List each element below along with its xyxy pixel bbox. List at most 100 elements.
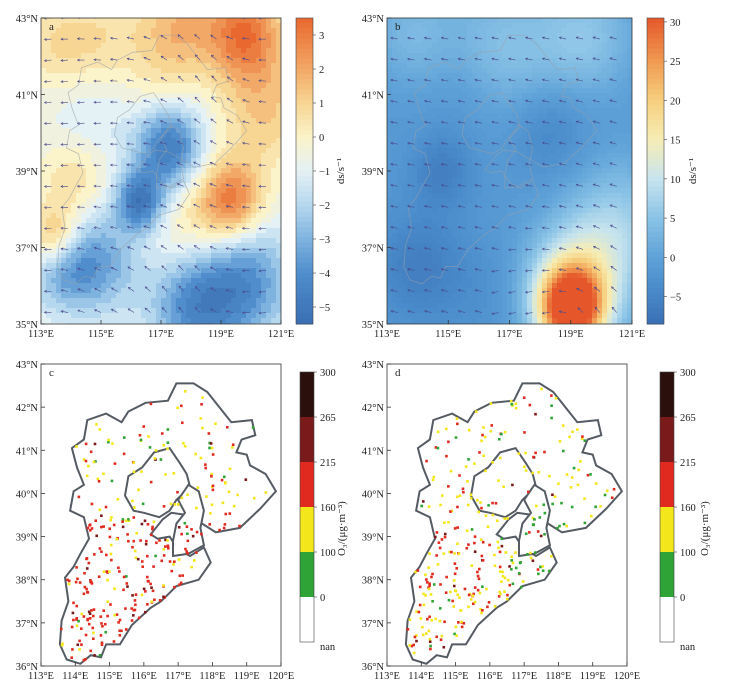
field-cell (201, 223, 207, 229)
field-cell (487, 173, 493, 179)
field-cell (422, 243, 428, 249)
field-cell (447, 83, 453, 89)
field-cell (271, 108, 277, 114)
field-cell (101, 73, 107, 79)
field-cell (276, 283, 281, 289)
field-cell (121, 223, 127, 229)
wind-arrow (127, 308, 135, 313)
field-cell (482, 153, 488, 159)
field-cell (427, 323, 433, 324)
field-cell (482, 93, 488, 99)
field-cell (126, 18, 132, 24)
field-cell (422, 38, 428, 44)
field-cell (76, 33, 82, 39)
field-cell (91, 148, 97, 154)
field-cell (111, 18, 117, 24)
field-cell (447, 48, 453, 54)
field-cell (226, 308, 232, 314)
wind-arrow (193, 183, 201, 187)
field-cell (131, 78, 137, 84)
field-cell (492, 68, 498, 74)
field-cell (241, 308, 247, 314)
field-cell (121, 58, 127, 64)
field-cell (442, 23, 448, 29)
field-cell (447, 103, 453, 109)
field-cell (387, 313, 393, 319)
field-cell (437, 198, 443, 204)
field-cell (146, 153, 152, 159)
field-cell (206, 38, 212, 44)
wind-arrowhead (126, 225, 130, 229)
field-cell (397, 98, 403, 104)
field-cell (497, 183, 503, 189)
field-cell (61, 28, 67, 34)
field-cell (91, 183, 97, 189)
field-cell (402, 318, 408, 324)
field-cell (432, 163, 438, 169)
field-cell (51, 268, 57, 274)
field-cell (442, 143, 448, 149)
field-cell (71, 143, 77, 149)
field-cell (261, 298, 267, 304)
field-cell (146, 273, 152, 279)
field-cell (276, 278, 281, 284)
field-cell (477, 133, 483, 139)
field-cell (502, 103, 508, 109)
field-cell (256, 238, 262, 244)
field-cell (41, 213, 47, 219)
wind-arrow (160, 204, 168, 208)
field-cell (397, 33, 403, 39)
field-cell (266, 143, 272, 149)
field-cell (397, 208, 403, 214)
field-cell (116, 33, 122, 39)
field-cell (392, 88, 398, 94)
field-cell (141, 233, 147, 239)
field-cell (196, 68, 202, 74)
field-cell (241, 213, 247, 219)
wind-arrow (226, 184, 234, 187)
field-cell (66, 243, 72, 249)
field-cell (126, 138, 132, 144)
field-cell (81, 68, 87, 74)
field-cell (81, 293, 87, 299)
field-cell (487, 193, 493, 199)
field-cell (46, 323, 52, 324)
field-cell (61, 238, 67, 244)
field-cell (502, 258, 508, 264)
field-cell (171, 183, 177, 189)
field-cell (422, 108, 428, 114)
field-cell (482, 298, 488, 304)
field-cell (166, 43, 172, 49)
field-cell (432, 318, 438, 324)
field-cell (186, 303, 192, 309)
field-cell (201, 188, 207, 194)
field-cell (447, 258, 453, 264)
field-cell (191, 263, 197, 269)
field-cell (397, 218, 403, 224)
field-cell (251, 253, 257, 259)
field-cell (76, 103, 82, 109)
field-cell (392, 153, 398, 159)
field-cell (196, 128, 202, 134)
field-cell (231, 263, 237, 269)
field-cell (387, 93, 393, 99)
field-cell (392, 143, 398, 149)
field-cell (231, 118, 237, 124)
field-cell (412, 18, 418, 24)
field-cell (171, 73, 177, 79)
field-cell (126, 223, 132, 229)
field-cell (186, 323, 192, 324)
field-cell (241, 298, 247, 304)
field-cell (447, 263, 453, 269)
field-cell (41, 198, 47, 204)
field-cell (452, 168, 458, 174)
field-cell (487, 268, 493, 274)
field-cell (186, 173, 192, 179)
wind-arrowhead (225, 310, 229, 313)
field-cell (236, 273, 242, 279)
field-cell (46, 293, 52, 299)
field-cell (482, 178, 488, 184)
field-cell (111, 248, 117, 254)
field-cell (216, 78, 222, 84)
field-cell (171, 168, 177, 174)
